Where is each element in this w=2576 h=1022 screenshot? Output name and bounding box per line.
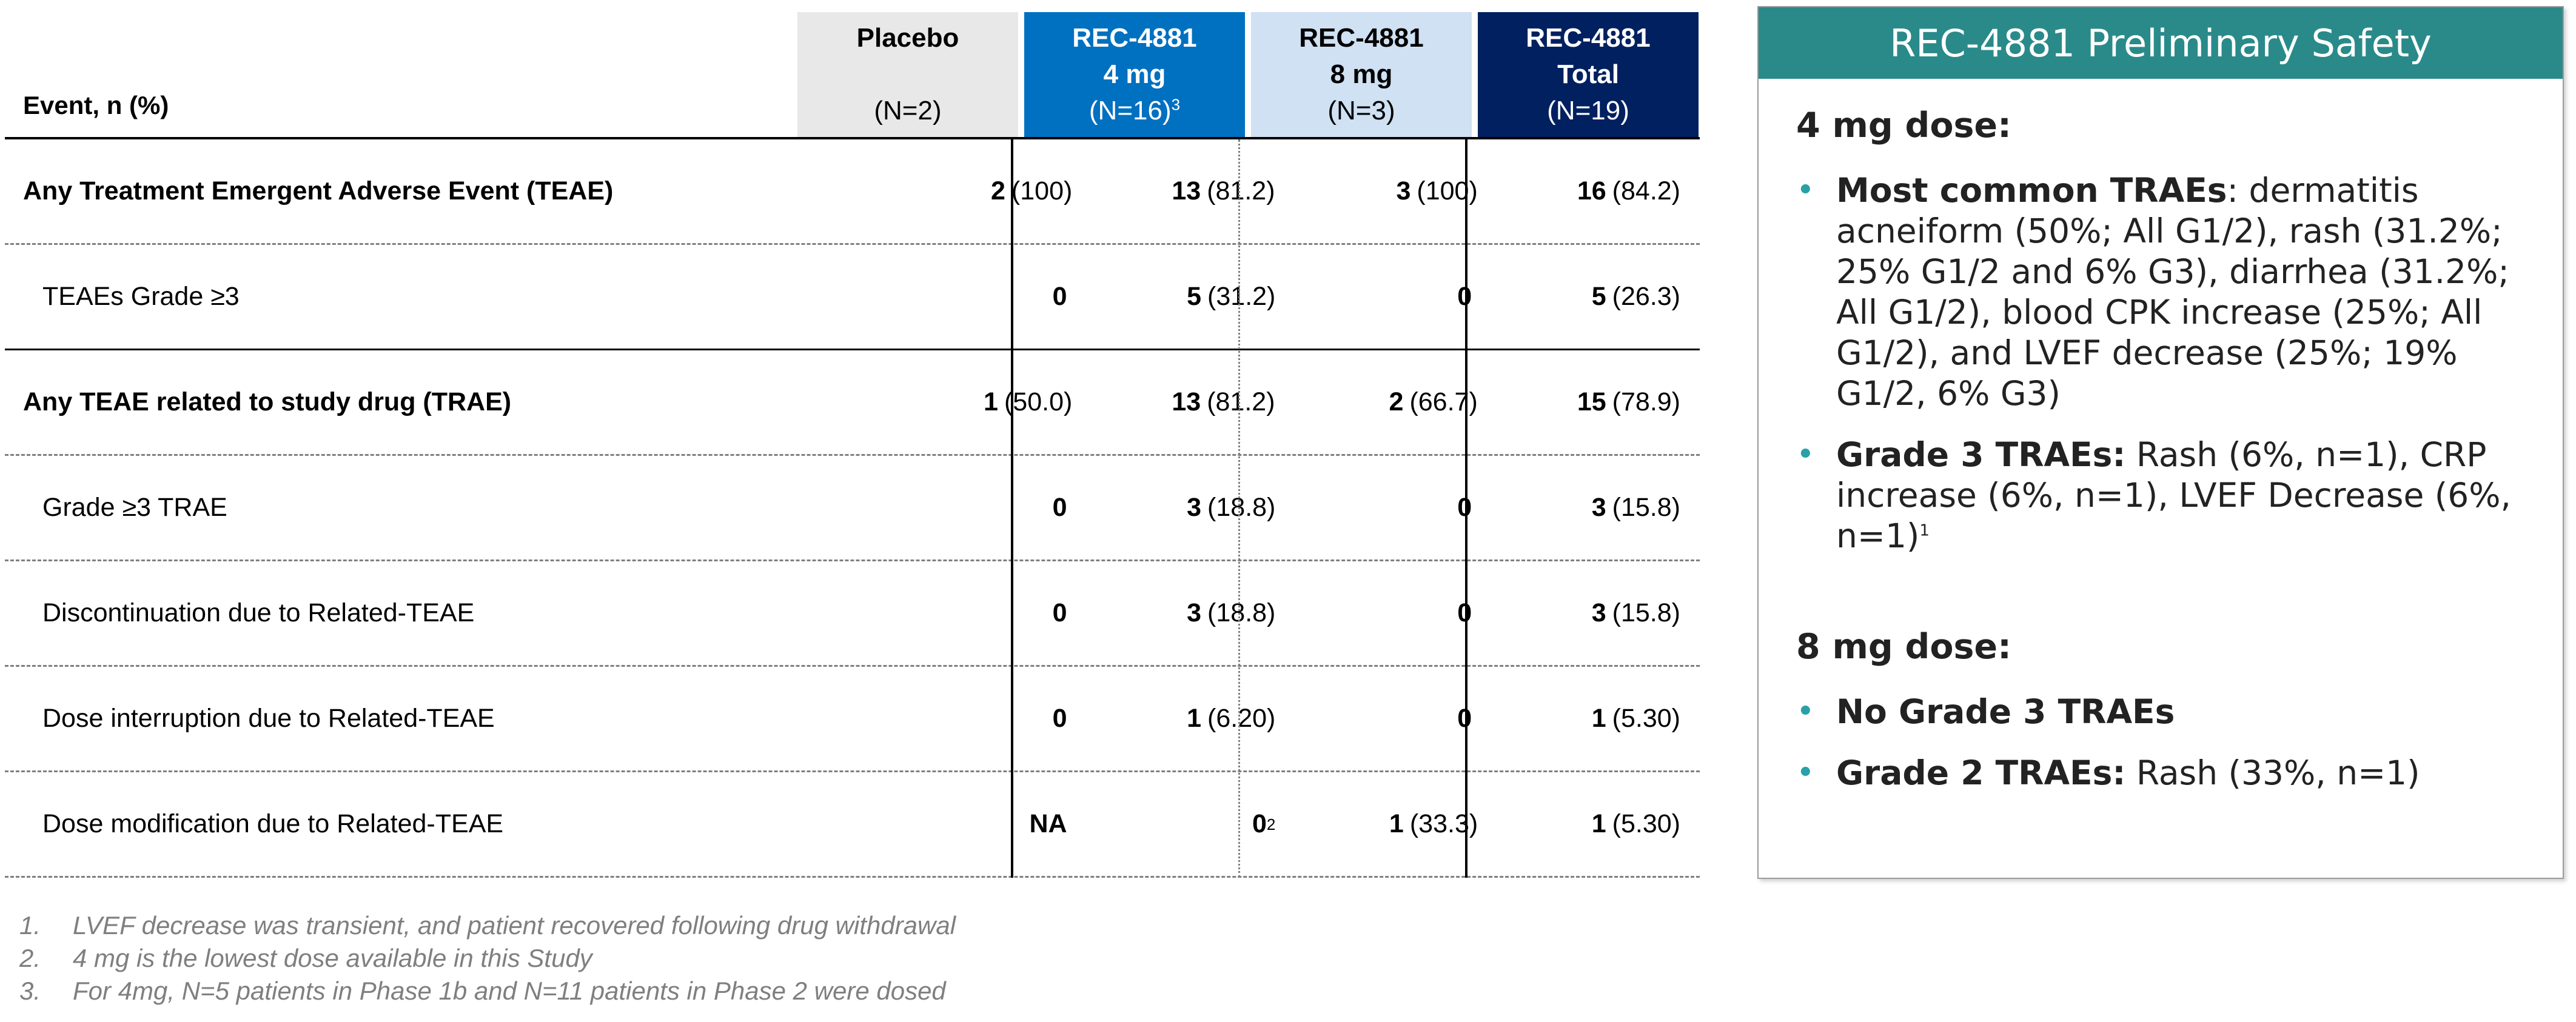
total-cell: 15 (78.9) bbox=[1577, 387, 1681, 416]
row-label: Any TEAE related to study drug (TRAE) bbox=[23, 387, 512, 416]
column-n: (N=16) bbox=[1088, 96, 1172, 125]
total-cell: 1 (5.30) bbox=[1591, 704, 1680, 733]
column-divider bbox=[1238, 139, 1240, 878]
8mg-cell: 0 bbox=[1457, 598, 1472, 627]
column-n: (N=2) bbox=[874, 96, 942, 125]
table-row: Dose modification due to Related-TEAE NA… bbox=[5, 772, 1700, 878]
dose-heading: 8 mg dose: bbox=[1796, 627, 2011, 667]
4mg-cell: 13 (81.2) bbox=[1172, 176, 1275, 205]
4mg-cell: 3 (18.8) bbox=[1187, 598, 1276, 627]
bullet-item: • Grade 2 TRAEs: Rash (33%, n=1) bbox=[1796, 753, 2420, 792]
footnote-ref: 3 bbox=[1171, 95, 1181, 114]
table-row: Any Treatment Emergent Adverse Event (TE… bbox=[5, 139, 1700, 245]
8mg-cell: 0 bbox=[1457, 704, 1472, 733]
row-label: TEAEs Grade ≥3 bbox=[42, 282, 240, 311]
total-column-header: REC-4881 Total (N=19) bbox=[1478, 12, 1699, 137]
placebo-cell: 2 (100) bbox=[991, 176, 1073, 205]
column-divider bbox=[1465, 139, 1467, 878]
table-row: Dose interruption due to Related-TEAE 0 … bbox=[5, 667, 1700, 772]
column-name: REC-4881 bbox=[1299, 23, 1424, 53]
adverse-events-table: Event, n (%) Placebo (N=2) REC-4881 4 mg… bbox=[5, 12, 1700, 878]
footnote: 1. LVEF decrease was transient, and patie… bbox=[19, 911, 956, 940]
bullet-item: • Most common TRAEs: dermatitis acneifor… bbox=[1796, 171, 2509, 413]
total-cell: 5 (26.3) bbox=[1591, 282, 1680, 311]
placebo-cell: 0 bbox=[1052, 704, 1067, 733]
8mg-cell: 0 bbox=[1457, 282, 1472, 311]
total-cell: 1 (5.30) bbox=[1591, 809, 1680, 838]
4mg-column-header: REC-4881 4 mg (N=16)3 bbox=[1024, 12, 1245, 137]
8mg-cell: 3 (100) bbox=[1396, 176, 1478, 205]
column-dose: 4 mg bbox=[1103, 59, 1166, 89]
8mg-cell: 0 bbox=[1457, 493, 1472, 522]
table-row: Grade ≥3 TRAE 0 3 (18.8) 0 3 (15.8) bbox=[5, 456, 1700, 561]
4mg-cell: 3 (18.8) bbox=[1187, 493, 1276, 522]
column-dose: 8 mg bbox=[1330, 59, 1393, 89]
row-label: Dose modification due to Related-TEAE bbox=[42, 809, 504, 838]
bullet-icon: • bbox=[1796, 436, 1815, 473]
bullet-icon: • bbox=[1796, 693, 1815, 730]
placebo-cell: 0 bbox=[1052, 493, 1067, 522]
row-label: Any Treatment Emergent Adverse Event (TE… bbox=[23, 176, 614, 205]
column-name: REC-4881 bbox=[1526, 23, 1651, 53]
bullet-item: • No Grade 3 TRAEs bbox=[1796, 692, 2175, 731]
placebo-column-header: Placebo (N=2) bbox=[797, 12, 1018, 137]
placebo-cell: 1 (50.0) bbox=[984, 387, 1073, 416]
4mg-cell: 5 (31.2) bbox=[1187, 282, 1276, 311]
column-dose: Total bbox=[1557, 59, 1619, 89]
placebo-cell: 0 bbox=[1052, 282, 1067, 311]
row-label: Discontinuation due to Related-TEAE bbox=[42, 598, 475, 627]
table-row: TEAEs Grade ≥3 0 5 (31.2) 0 5 (26.3) bbox=[5, 245, 1700, 350]
column-n: (N=19) bbox=[1547, 96, 1629, 125]
panel-title: REC-4881 Preliminary Safety bbox=[1759, 7, 2563, 79]
table-row: Any TEAE related to study drug (TRAE) 1(… bbox=[5, 350, 1700, 456]
dose-heading: 4 mg dose: bbox=[1796, 105, 2011, 145]
total-cell: 3 (15.8) bbox=[1591, 493, 1680, 522]
placebo-cell: 0 bbox=[1052, 598, 1067, 627]
panel-body: 4 mg dose: • Most common TRAEs: dermatit… bbox=[1759, 79, 2563, 793]
table-header: Event, n (%) Placebo (N=2) REC-4881 4 mg… bbox=[5, 12, 1700, 137]
4mg-cell: 13 (81.2) bbox=[1172, 387, 1275, 416]
8mg-column-header: REC-4881 8 mg (N=3) bbox=[1251, 12, 1472, 137]
total-cell: 3 (15.8) bbox=[1591, 598, 1680, 627]
bullet-icon: • bbox=[1796, 172, 1815, 209]
event-column-header: Event, n (%) bbox=[23, 91, 169, 119]
column-name: Placebo bbox=[856, 23, 959, 53]
row-label: Grade ≥3 TRAE bbox=[42, 493, 227, 522]
4mg-cell: 1 (6.20) bbox=[1187, 704, 1276, 733]
footnote-ref: 1 bbox=[1919, 521, 1930, 540]
table-row: Discontinuation due to Related-TEAE 0 3(… bbox=[5, 561, 1700, 667]
row-label: Dose interruption due to Related-TEAE bbox=[42, 704, 495, 733]
column-divider bbox=[1011, 139, 1013, 878]
footnote: 3. For 4mg, N=5 patients in Phase 1b and … bbox=[19, 977, 946, 1005]
table-body: Any Treatment Emergent Adverse Event (TE… bbox=[5, 137, 1700, 878]
column-n: (N=3) bbox=[1327, 96, 1395, 125]
placebo-cell: NA bbox=[1029, 809, 1067, 838]
footnotes: 1. LVEF decrease was transient, and patie… bbox=[19, 909, 956, 1007]
column-name: REC-4881 bbox=[1072, 23, 1197, 53]
total-cell: 16 (84.2) bbox=[1577, 176, 1681, 205]
bullet-item: • Grade 3 TRAEs: Rash (6%, n=1), CRP inc… bbox=[1796, 435, 2511, 555]
footnote: 2. 4 mg is the lowest dose available in t… bbox=[19, 944, 592, 972]
bullet-icon: • bbox=[1796, 755, 1815, 791]
safety-panel: REC-4881 Preliminary Safety 4 mg dose: •… bbox=[1757, 6, 2564, 879]
